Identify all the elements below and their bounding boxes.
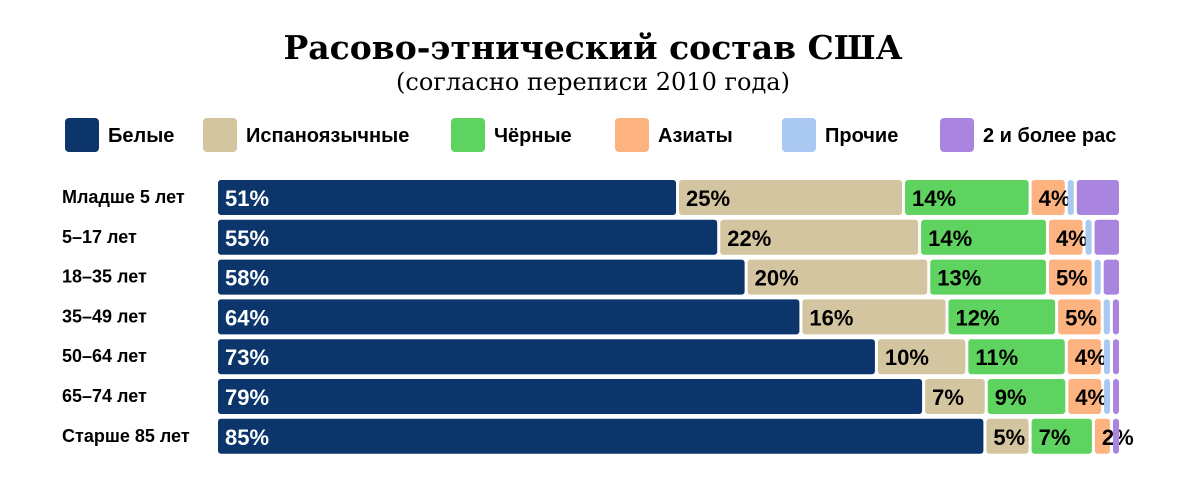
bar-2-и-более-рас-4 (1112, 339, 1119, 375)
data-label: 51% (225, 186, 269, 211)
bar-2-и-более-рас-6 (1112, 418, 1119, 454)
data-label: 16% (809, 305, 853, 330)
bar-азиаты-3 (1058, 299, 1101, 335)
data-label: 25% (686, 186, 730, 211)
bar-прочие-5 (1104, 379, 1111, 414)
bar-2-и-более-рас-2 (1103, 259, 1119, 295)
data-label: 4% (1075, 385, 1107, 410)
data-label: 7% (932, 385, 964, 410)
bar-белые-5 (218, 379, 923, 414)
legend-swatch (782, 118, 816, 152)
bar-белые-6 (218, 418, 984, 454)
bar-азиаты-2 (1048, 259, 1092, 295)
bar-2-и-более-рас-5 (1113, 379, 1119, 414)
bar-прочие-0 (1067, 180, 1074, 215)
data-label: 73% (225, 345, 269, 370)
bar-азиаты-6 (1094, 418, 1110, 454)
data-label: 14% (912, 186, 956, 211)
data-label: 11% (975, 345, 1018, 370)
legend-swatch (451, 118, 485, 152)
legend-label: 2 и более рас (983, 125, 1117, 147)
bar-азиаты-0 (1031, 180, 1065, 215)
legend-swatch (65, 118, 99, 152)
chart-title: Расово-этнический состав США (283, 28, 903, 67)
data-label: 22% (727, 226, 771, 251)
bar-испаноязычные-5 (925, 379, 985, 414)
data-label: 12% (956, 305, 1000, 330)
bar-испаноязычные-1 (720, 219, 919, 255)
category-label: 65–74 лет (62, 386, 147, 406)
bar-испаноязычные-4 (877, 339, 966, 375)
data-label: 10% (885, 345, 929, 370)
bar-белые-4 (218, 339, 875, 375)
data-label: 14% (928, 226, 972, 251)
bar-белые-1 (218, 219, 718, 255)
data-label: 13% (937, 266, 981, 291)
bar-испаноязычные-0 (679, 180, 903, 215)
bar-2-и-более-рас-1 (1094, 219, 1119, 255)
category-label: Старше 85 лет (62, 426, 190, 446)
bar-прочие-4 (1103, 339, 1110, 375)
data-label: 9% (995, 385, 1027, 410)
data-label: 4% (1039, 186, 1071, 211)
bar-белые-3 (218, 299, 800, 335)
data-label: 5% (1056, 266, 1088, 291)
category-label: 35–49 лет (62, 306, 147, 326)
chart-subtitle: (согласно переписи 2010 года) (396, 68, 790, 96)
data-label: 64% (225, 305, 269, 330)
data-label: 4% (1075, 345, 1107, 370)
legend-swatch (615, 118, 649, 152)
bar-прочие-3 (1103, 299, 1110, 335)
bar-испаноязычные-3 (802, 299, 946, 335)
category-label: 18–35 лет (62, 267, 147, 287)
bar-чёрные-3 (948, 299, 1056, 335)
bar-белые-0 (218, 180, 677, 215)
bar-чёрные-0 (905, 180, 1029, 215)
bar-испаноязычные-2 (747, 259, 928, 295)
bar-чёрные-5 (987, 379, 1066, 414)
bar-прочие-1 (1085, 219, 1092, 255)
category-label: 50–64 лет (62, 346, 147, 366)
data-label: 5% (1065, 305, 1097, 330)
data-label: 7% (1039, 425, 1071, 450)
data-label: 5% (993, 425, 1025, 450)
bar-чёрные-2 (930, 259, 1046, 295)
data-label: 79% (225, 385, 269, 410)
bar-прочие-2 (1094, 259, 1101, 295)
bar-2-и-более-рас-3 (1112, 299, 1119, 335)
data-label: 58% (225, 266, 269, 291)
bar-чёрные-4 (968, 339, 1065, 375)
legend: Белые Испаноязычные Чёрные Азиаты Прочие 2 и … (0, 115, 1200, 159)
legend-label: Испаноязычные (246, 125, 410, 147)
legend-label: Азиаты (658, 125, 733, 147)
bar-испаноязычные-6 (986, 418, 1029, 454)
bar-белые-2 (218, 259, 745, 295)
bar-азиаты-5 (1068, 379, 1102, 414)
bar-азиаты-1 (1048, 219, 1083, 255)
bar-азиаты-4 (1067, 339, 1101, 375)
data-label: 85% (225, 425, 269, 450)
category-label: Младше 5 лет (62, 187, 185, 207)
bar-чёрные-6 (1031, 418, 1092, 454)
data-label: 4% (1056, 226, 1088, 251)
bar-чёрные-1 (921, 219, 1046, 255)
data-label: 55% (225, 226, 269, 251)
legend-swatch (203, 118, 237, 152)
legend-label: Прочие (825, 125, 899, 147)
data-label: 20% (755, 266, 799, 291)
legend-label: Белые (108, 125, 175, 147)
category-label: 5–17 лет (62, 227, 137, 247)
bar-2-и-более-рас-0 (1076, 180, 1119, 215)
legend-label: Чёрные (494, 125, 572, 147)
legend-swatch (940, 118, 974, 152)
